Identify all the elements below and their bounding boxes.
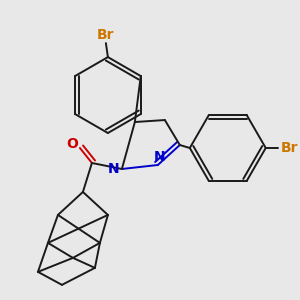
Text: Br: Br	[281, 141, 298, 155]
Text: O: O	[66, 137, 78, 151]
Text: N: N	[154, 150, 166, 164]
Text: Br: Br	[97, 28, 115, 42]
Text: N: N	[108, 162, 120, 176]
